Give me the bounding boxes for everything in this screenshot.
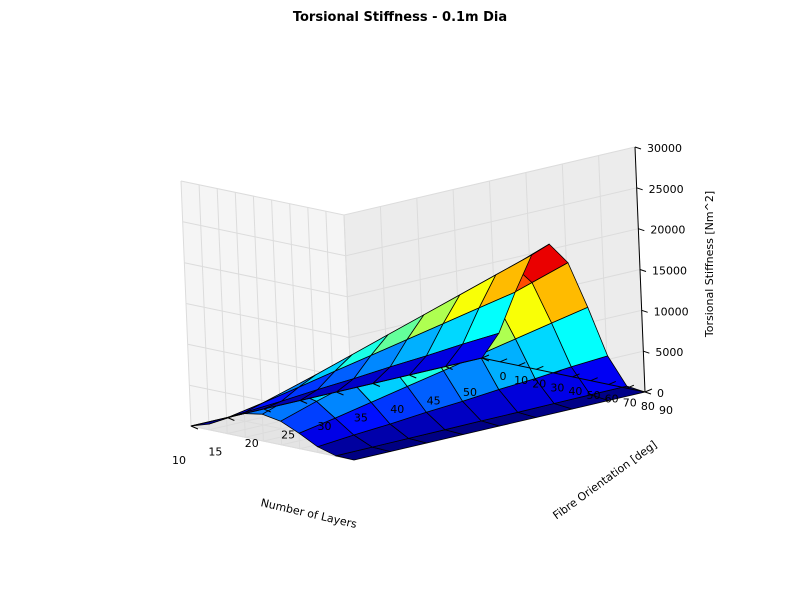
chart-title: Torsional Stiffness - 0.1m Dia bbox=[292, 10, 508, 25]
y-tick bbox=[536, 365, 544, 370]
x-tick bbox=[409, 374, 417, 379]
z-tick bbox=[634, 146, 642, 150]
y-tick bbox=[481, 354, 490, 359]
z-tick bbox=[644, 391, 652, 395]
x-tick-label: 25 bbox=[281, 429, 295, 442]
grid-line-z bbox=[180, 146, 636, 216]
y-tick bbox=[572, 373, 580, 378]
y-tick bbox=[626, 384, 635, 389]
x-tick bbox=[190, 425, 199, 430]
y-axis-line bbox=[481, 357, 646, 393]
x-tick-label: 20 bbox=[245, 437, 259, 450]
y-tick-label: 10 bbox=[514, 374, 528, 387]
y-tick bbox=[644, 388, 653, 393]
x-tick bbox=[336, 391, 344, 396]
z-tick-label: 20000 bbox=[650, 224, 685, 237]
z-tick-label: 30000 bbox=[647, 142, 682, 155]
y-tick bbox=[608, 380, 616, 385]
x-tick bbox=[445, 366, 453, 370]
y-tick-label: 80 bbox=[641, 400, 655, 413]
z-tick bbox=[641, 309, 648, 313]
x-tick-label: 30 bbox=[318, 420, 332, 433]
y-tick-label: 20 bbox=[532, 378, 546, 391]
surface bbox=[190, 243, 646, 461]
y-tick-label: 60 bbox=[605, 393, 619, 406]
z-tick bbox=[639, 269, 647, 272]
y-tick bbox=[554, 369, 562, 374]
x-tick-label: 15 bbox=[208, 446, 222, 459]
x-tick-label: 45 bbox=[427, 395, 441, 408]
y-axis-title: Fibre Orientation [deg] bbox=[551, 438, 660, 522]
y-tick bbox=[499, 358, 508, 363]
grid-line-z bbox=[182, 187, 637, 257]
z-tick bbox=[636, 187, 643, 191]
y-tick bbox=[590, 377, 598, 382]
y-tick-label: 0 bbox=[500, 370, 507, 383]
x-tick bbox=[227, 417, 235, 421]
x-tick bbox=[372, 383, 381, 387]
y-tick-label: 30 bbox=[550, 381, 564, 394]
z-axis-title: Torsional Stiffness [Nm^2] bbox=[703, 191, 716, 338]
z-tick bbox=[643, 350, 650, 354]
z-tick-label: 5000 bbox=[655, 346, 683, 359]
x-tick-label: 40 bbox=[390, 403, 404, 416]
x-tick-label: 50 bbox=[463, 386, 477, 399]
y-tick-label: 50 bbox=[587, 389, 601, 402]
x-axis-title: Number of Layers bbox=[259, 496, 358, 531]
z-tick bbox=[638, 228, 645, 232]
z-tick-label: 25000 bbox=[649, 183, 684, 196]
x-tick bbox=[299, 400, 308, 404]
x-tick-label: 10 bbox=[172, 454, 186, 467]
y-tick-label: 40 bbox=[568, 385, 582, 398]
x-tick bbox=[481, 357, 490, 362]
z-tick-label: 15000 bbox=[652, 265, 687, 278]
z-tick-label: 0 bbox=[657, 387, 664, 400]
y-tick-label: 90 bbox=[659, 404, 673, 417]
z-tick-label: 10000 bbox=[654, 305, 689, 318]
y-tick bbox=[518, 362, 526, 367]
x-tick-label: 35 bbox=[354, 412, 368, 425]
x-tick bbox=[263, 408, 271, 413]
y-tick-label: 70 bbox=[623, 396, 637, 409]
